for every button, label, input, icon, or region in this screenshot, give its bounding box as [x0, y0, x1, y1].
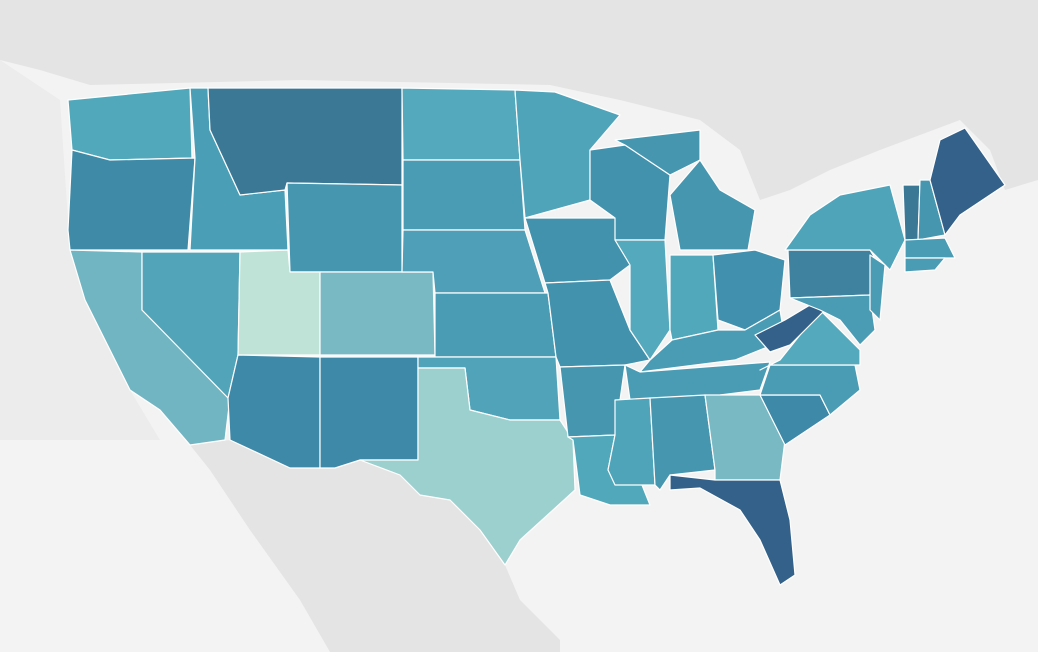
state — [869, 254, 886, 321]
state — [286, 182, 403, 273]
state — [669, 254, 719, 341]
state — [67, 87, 193, 161]
state — [67, 149, 196, 251]
state — [669, 159, 756, 251]
land — [190, 440, 560, 652]
state — [929, 127, 1006, 236]
state — [359, 367, 576, 566]
state — [614, 129, 701, 176]
state — [904, 257, 946, 273]
state — [434, 292, 557, 358]
states — [67, 87, 1006, 586]
state — [401, 87, 521, 161]
state — [904, 237, 956, 259]
state — [607, 397, 656, 486]
state — [759, 309, 861, 371]
state — [319, 356, 419, 469]
state — [524, 217, 631, 284]
state — [402, 159, 526, 231]
state — [784, 184, 906, 271]
state — [319, 271, 436, 356]
state — [207, 87, 403, 196]
state — [669, 474, 796, 586]
state — [902, 184, 921, 241]
land — [0, 60, 160, 440]
land — [0, 0, 1038, 200]
